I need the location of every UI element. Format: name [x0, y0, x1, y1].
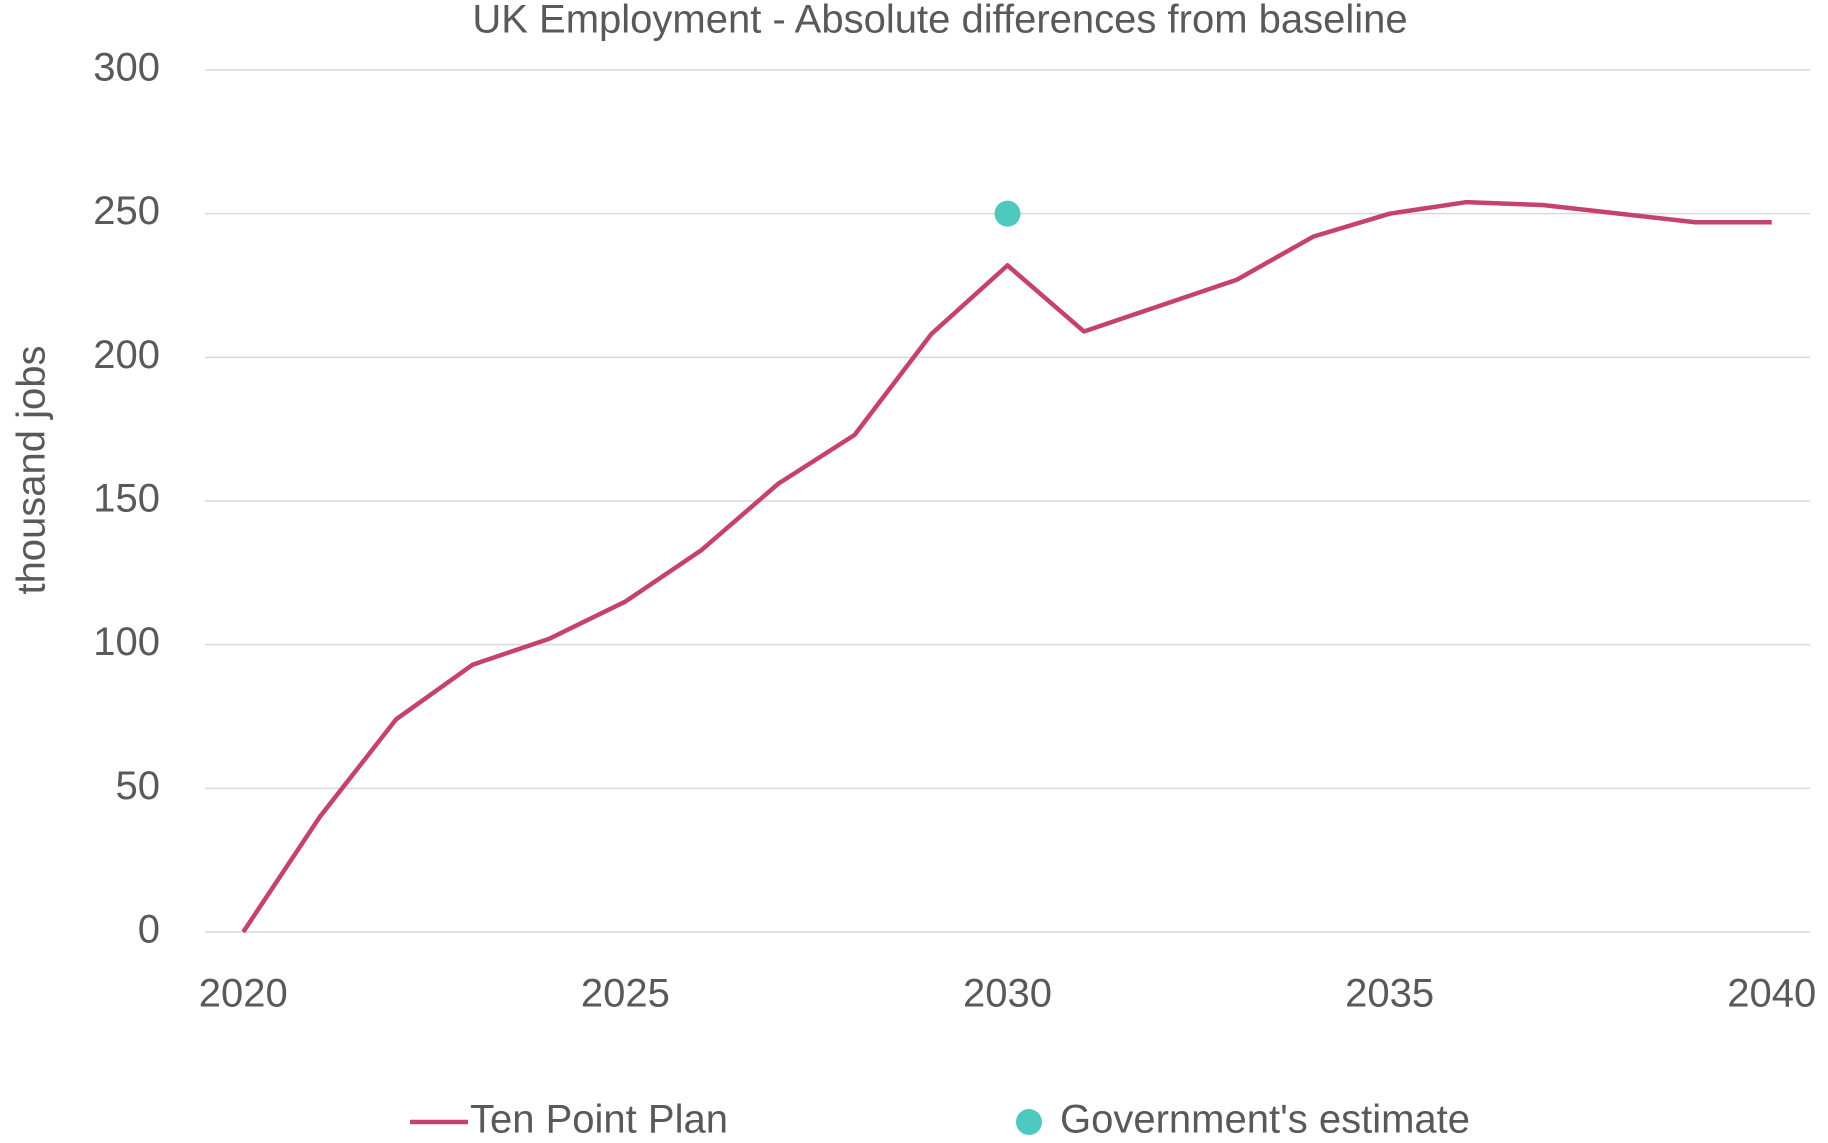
y-tick-label: 100: [93, 620, 160, 664]
x-tick-label: 2040: [1727, 972, 1816, 1016]
x-tick-label: 2025: [581, 972, 670, 1016]
y-tick-label: 50: [116, 764, 161, 808]
y-tick-label: 0: [138, 908, 160, 952]
y-tick-label: 150: [93, 477, 160, 521]
point: [994, 200, 1021, 227]
y-tick-label: 250: [93, 189, 160, 233]
legend-label: Ten Point Plan: [470, 1098, 728, 1142]
y-tick-label: 300: [93, 46, 160, 90]
y-tick-label: 200: [93, 333, 160, 377]
x-tick-label: 2030: [963, 972, 1052, 1016]
x-tick-label: 2020: [199, 972, 288, 1016]
legend-label: Government's estimate: [1060, 1098, 1470, 1142]
x-tick-label: 2035: [1345, 972, 1434, 1016]
line-series: [241, 199, 1772, 934]
y-axis-label: thousand jobs: [10, 345, 54, 594]
legend-swatch: [1016, 1109, 1042, 1135]
chart-title: UK Employment - Absolute differences fro…: [472, 0, 1407, 42]
